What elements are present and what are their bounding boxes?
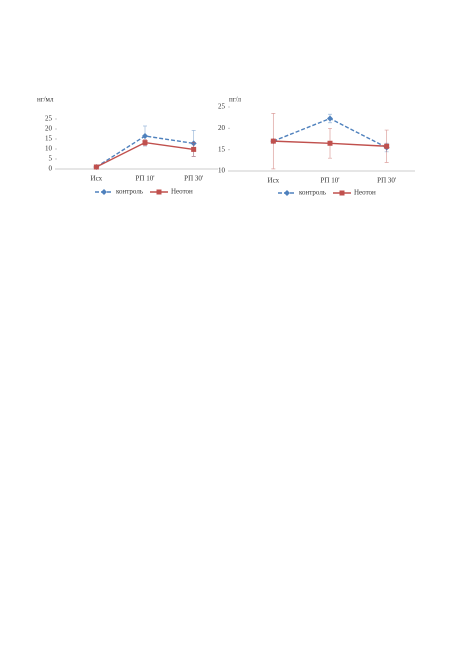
y-tick-label: 15 — [218, 145, 226, 153]
marker — [93, 164, 99, 170]
y-axis-label: пг/л — [229, 96, 242, 104]
legend-label: Неотон — [171, 188, 193, 196]
marker — [327, 140, 333, 146]
x-tick-label: РП 30' — [377, 177, 396, 185]
legend-label: контроль — [116, 188, 143, 196]
marker — [142, 133, 148, 139]
legend-marker — [156, 189, 162, 195]
y-tick-label: 20 — [45, 125, 53, 133]
x-tick-label: Исх — [91, 175, 103, 183]
marker — [270, 138, 276, 144]
x-tick-label: РП 10' — [321, 177, 340, 185]
y-tick-label: 25 — [218, 103, 226, 111]
marker — [191, 146, 197, 152]
x-tick-label: РП 30' — [184, 175, 203, 183]
y-tick-label: 25 — [45, 115, 53, 123]
y-tick-label: 0 — [49, 165, 53, 173]
x-tick-label: РП 10' — [136, 175, 155, 183]
marker — [327, 115, 333, 122]
marker — [142, 140, 148, 146]
legend-marker — [284, 190, 290, 196]
y-tick-label: 10 — [45, 145, 53, 153]
chart: нг/мл 0 5 10 15 20 25 Исх РП 10' РП 30' контроль Не… — [37, 96, 218, 196]
legend-marker — [339, 190, 345, 196]
marker — [384, 143, 390, 149]
y-tick-label: 15 — [45, 135, 53, 143]
chart: пг/л 10 15 20 25 Исх РП 10' РП 30' контроль Неото… — [218, 96, 415, 197]
legend-label: Неотон — [354, 189, 376, 197]
y-axis-label: нг/мл — [37, 96, 54, 104]
legend-marker — [101, 189, 107, 195]
y-tick-label: 5 — [49, 155, 53, 163]
y-tick-label: 20 — [218, 124, 226, 132]
y-tick-label: 10 — [218, 167, 226, 175]
x-tick-label: Исх — [268, 177, 280, 185]
legend-label: контроль — [299, 189, 326, 197]
